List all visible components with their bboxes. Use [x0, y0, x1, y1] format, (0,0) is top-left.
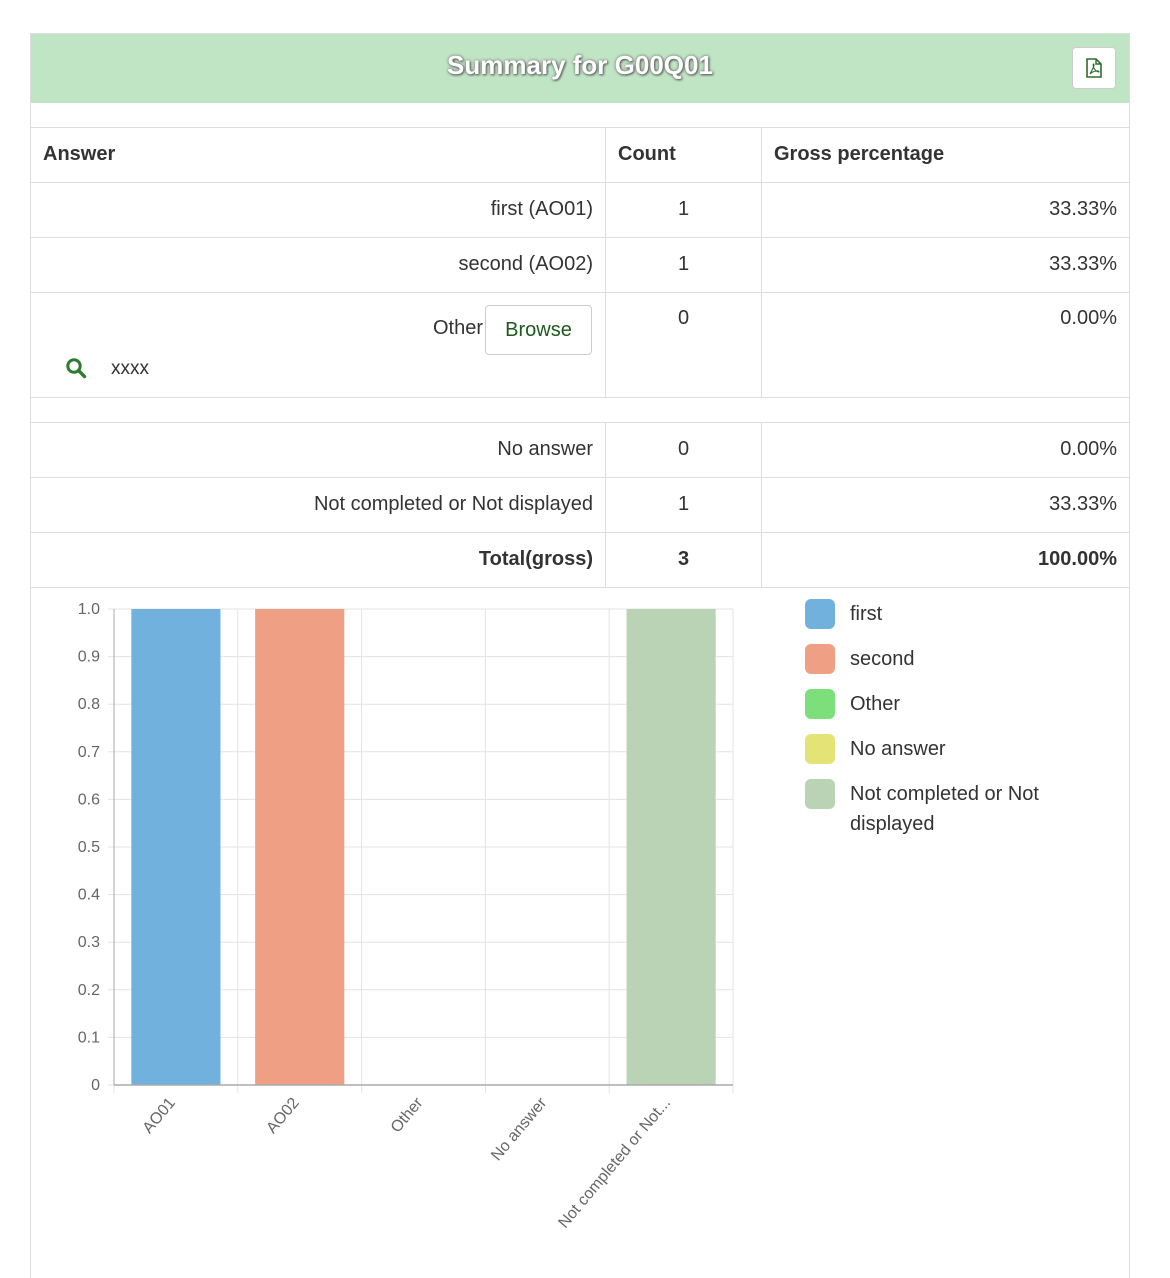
total-percent-cell: 100.00%: [761, 533, 1129, 587]
summary-panel: Summary for G00Q01 Answer Count Gross pe…: [30, 33, 1130, 1278]
legend-swatch: [805, 689, 835, 719]
y-tick-label: 0.8: [78, 696, 100, 713]
answer-cell: second (AO02): [458, 253, 593, 275]
column-header-count: Count: [605, 128, 761, 182]
x-tick-label: Not completed or Not...: [555, 1095, 674, 1232]
y-tick-label: 0.1: [78, 1029, 100, 1046]
y-tick-label: 0.4: [78, 887, 100, 904]
total-label-cell: Total(gross): [478, 548, 593, 570]
legend-label: second: [850, 648, 915, 670]
legend-swatch: [805, 599, 835, 629]
y-tick-label: 0.3: [78, 934, 100, 951]
percent-cell: 0.00%: [761, 293, 1129, 397]
bar-chart: 0 0.1 0.2 0.3 0.4 0.5 0.6 0.7 0.8 0.9 1.0 AO01 AO02…: [78, 601, 734, 1232]
x-tick-label: No answer: [488, 1094, 551, 1164]
y-tick-label: 0.6: [78, 791, 100, 808]
legend-label: first: [850, 603, 883, 625]
legend-swatch: [805, 779, 835, 809]
count-cell: 1: [605, 478, 761, 532]
count-cell: 1: [605, 183, 761, 237]
x-tick-label: AO02: [263, 1095, 302, 1137]
bar-2: [255, 609, 345, 1085]
y-tick-label: 0.9: [78, 649, 100, 666]
x-tick-label: Other: [388, 1094, 427, 1136]
summary-header: Summary for G00Q01: [31, 34, 1129, 103]
table-total-row: Total(gross) 3 100.00%: [31, 533, 1129, 588]
percent-cell: 33.33%: [761, 238, 1129, 292]
y-tick-label: 0.7: [78, 744, 100, 761]
legend-swatch: [805, 644, 835, 674]
spacer-row: [31, 103, 1129, 128]
answer-cell-other: Other Browse xxxx: [31, 293, 605, 397]
column-header-answer: Answer: [43, 143, 116, 165]
table-row: No answer 0 0.00%: [31, 423, 1129, 478]
y-tick-label: 0: [91, 1077, 100, 1094]
count-value: 0: [677, 307, 690, 329]
summary-title: Summary for G00Q01: [447, 50, 713, 80]
table-row: Not completed or Not displayed 1 33.33%: [31, 478, 1129, 533]
count-cell: 1: [605, 238, 761, 292]
percent-cell: 33.33%: [761, 478, 1129, 532]
legend-label: Not completed or Not displayed: [850, 783, 1039, 835]
y-tick-label: 0.5: [78, 839, 100, 856]
legend-label: Other: [850, 693, 901, 715]
y-tick-label: 1.0: [78, 601, 100, 618]
table-row: first (AO01) 1 33.33%: [31, 183, 1129, 238]
bar-1: [131, 609, 221, 1085]
answer-label-other: Other: [432, 317, 483, 339]
other-response-text: xxxx: [111, 358, 149, 379]
count-cell: 0: [605, 423, 761, 477]
answer-cell: Not completed or Not displayed: [313, 493, 593, 515]
percent-cell: 0.00%: [761, 423, 1129, 477]
legend-swatch: [805, 734, 835, 764]
x-tick-label: AO01: [140, 1095, 179, 1137]
answer-cell: first (AO01): [490, 198, 593, 220]
y-tick-label: 0.2: [78, 982, 100, 999]
percent-value: 0.00%: [1060, 307, 1117, 329]
percent-cell: 33.33%: [761, 183, 1129, 237]
export-pdf-button[interactable]: [1072, 47, 1116, 89]
count-cell: 0: [605, 293, 761, 397]
table-row-other: Other Browse xxxx 0 0.00%: [31, 293, 1129, 398]
browse-button[interactable]: Browse: [485, 305, 592, 355]
spacer-row: [31, 398, 1129, 423]
bar-5: [626, 609, 716, 1085]
column-header-gross-percentage: Gross percentage: [761, 128, 1129, 182]
answer-cell: No answer: [497, 438, 593, 460]
pdf-file-icon: [1086, 58, 1102, 78]
table-header-row: Answer Count Gross percentage: [31, 128, 1129, 183]
table-row: second (AO02) 1 33.33%: [31, 238, 1129, 293]
legend-label: No answer: [850, 738, 946, 760]
search-icon[interactable]: [65, 357, 87, 379]
total-count-cell: 3: [605, 533, 761, 587]
